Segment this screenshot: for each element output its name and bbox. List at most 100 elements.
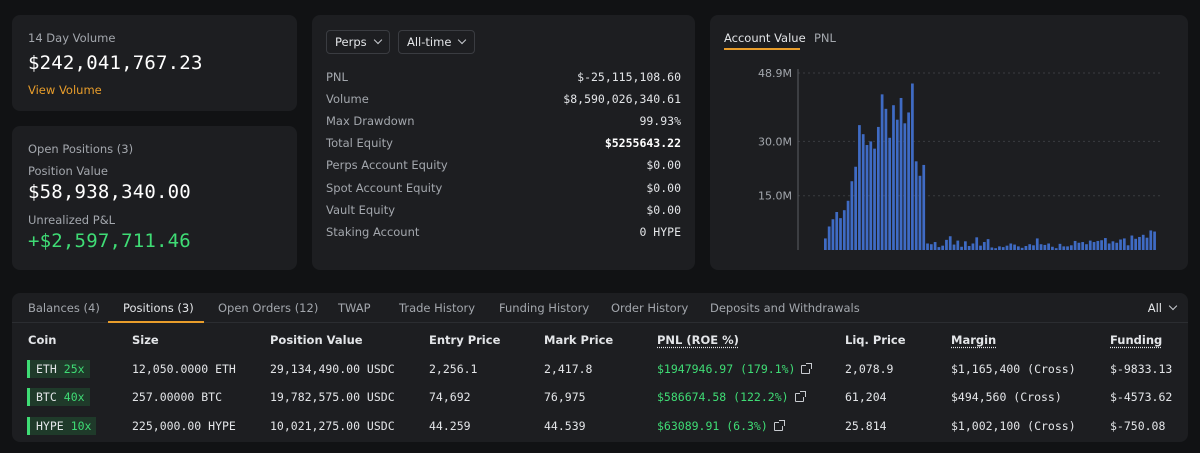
size-cell: 257.00000 BTC	[132, 390, 223, 404]
chart-bar	[907, 112, 910, 251]
header-liq-price[interactable]: Liq. Price	[845, 333, 906, 347]
pnl-value: $1947946.97 (179.1%)	[657, 362, 796, 376]
tab-order-history[interactable]: Order History	[611, 301, 689, 315]
chevron-down-icon	[1168, 301, 1178, 311]
table-row: HYPE 10x 225,000.00 HYPE 10,021,275.00 US…	[12, 413, 1188, 441]
chart-bar	[1111, 241, 1115, 250]
tab-deposits-withdrawals[interactable]: Deposits and Withdrawals	[710, 301, 860, 315]
stat-row-total-equity: Total Equity $5255643.22	[326, 136, 681, 150]
coin-badge[interactable]: HYPE 10x	[27, 417, 97, 435]
volume-card: 14 Day Volume $242,041,767.23 View Volum…	[12, 15, 297, 111]
chart-bar	[835, 211, 839, 250]
chart-bar	[986, 239, 990, 250]
tab-balances[interactable]: Balances (4)	[28, 301, 100, 315]
chart-bar	[842, 210, 846, 250]
stats-card: Perps All-time PNL $-25,115,108.60 Volume…	[312, 15, 695, 270]
tab-positions[interactable]: Positions (3)	[123, 301, 194, 315]
table-row: ETH 25x 12,050.0000 ETH 29,134,490.00 USD…	[12, 356, 1188, 384]
filter-dropdown[interactable]: All	[1148, 301, 1178, 315]
chevron-down-icon	[373, 35, 382, 45]
chart-bar	[880, 94, 884, 250]
mark-price-cell: 2,417.8	[544, 362, 593, 376]
chart-bar	[1054, 248, 1058, 250]
margin-cell: $1,002,100 (Cross)	[951, 419, 1076, 433]
chart-bar	[1016, 246, 1020, 250]
stat-value: $8,590,026,340.61	[563, 92, 681, 106]
chart-bar	[926, 243, 929, 250]
leverage: 40x	[63, 390, 85, 404]
external-link-icon[interactable]	[794, 391, 806, 402]
chart-bar	[1043, 244, 1047, 250]
chart-bar	[850, 181, 854, 250]
chart-bar	[1122, 238, 1126, 250]
chart-bar	[914, 161, 918, 250]
stat-value: $0.00	[646, 203, 681, 217]
time-range-dropdown-label: All-time	[407, 35, 452, 49]
header-margin[interactable]: Margin	[951, 333, 997, 347]
external-link-icon[interactable]	[773, 420, 785, 431]
stat-row-staking: Staking Account 0 HYPE	[326, 225, 681, 239]
chart-bar	[964, 241, 967, 250]
chart-bar	[869, 141, 873, 250]
chart-bar	[933, 242, 937, 250]
header-coin[interactable]: Coin	[28, 333, 57, 347]
open-positions-card: Open Positions (3) Position Value $58,93…	[12, 126, 297, 270]
size-cell: 12,050.0000 ETH	[132, 362, 236, 376]
chart-bar	[824, 238, 827, 250]
tab-funding-history[interactable]: Funding History	[499, 301, 590, 315]
position-value-label: Position Value	[28, 164, 109, 178]
chart-bar	[1047, 243, 1050, 250]
chart-bar	[888, 137, 892, 250]
chart-bar	[1153, 231, 1156, 250]
chart-bar	[899, 97, 903, 250]
coin-name: BTC	[36, 390, 57, 404]
chart-bar	[918, 175, 922, 250]
chart-bar	[911, 83, 914, 250]
chart-bar	[1035, 238, 1039, 250]
chart-bar	[979, 245, 982, 250]
header-size[interactable]: Size	[132, 333, 159, 347]
coin-name: ETH	[36, 362, 57, 376]
tab-account-value[interactable]: Account Value	[724, 31, 806, 45]
tab-twap[interactable]: TWAP	[338, 301, 371, 315]
chart-bar	[846, 200, 850, 250]
chart-bar	[1134, 238, 1138, 250]
stat-value: $-25,115,108.60	[577, 70, 681, 84]
view-volume-link[interactable]: View Volume	[28, 83, 102, 97]
chart-bar	[1073, 240, 1077, 250]
chart-bar	[945, 239, 948, 250]
chart-bar	[873, 148, 876, 250]
liq-price-cell: 2,078.9	[845, 362, 894, 376]
coin-badge[interactable]: ETH 25x	[27, 360, 90, 378]
market-dropdown[interactable]: Perps	[326, 30, 390, 54]
chart-bar	[1085, 244, 1088, 250]
header-funding[interactable]: Funding	[1110, 333, 1163, 347]
entry-price-cell: 44.259	[429, 419, 471, 433]
chart-bar	[1062, 246, 1066, 250]
stat-value: 99.93%	[639, 114, 681, 128]
chart-bar	[1145, 237, 1149, 250]
coin-badge[interactable]: BTC 40x	[27, 388, 90, 406]
header-entry-price[interactable]: Entry Price	[429, 333, 501, 347]
header-position-value[interactable]: Position Value	[270, 333, 363, 347]
table-tabs: Balances (4) Positions (3) Open Orders (…	[12, 293, 1188, 323]
header-mark-price[interactable]: Mark Price	[544, 333, 614, 347]
open-positions-title: Open Positions (3)	[28, 142, 134, 156]
chart-bar	[1013, 244, 1016, 250]
external-link-icon[interactable]	[801, 363, 813, 374]
chevron-down-icon	[458, 35, 467, 45]
tab-pnl[interactable]: PNL	[814, 31, 836, 45]
stat-value: $5255643.22	[604, 136, 681, 150]
chart-bar	[1020, 247, 1024, 250]
stat-row-volume: Volume $8,590,026,340.61	[326, 92, 681, 106]
chart-bar	[941, 245, 945, 250]
time-range-dropdown[interactable]: All-time	[398, 30, 475, 54]
chart-bar	[1009, 243, 1013, 250]
tab-trade-history[interactable]: Trade History	[399, 301, 476, 315]
tab-open-orders[interactable]: Open Orders (12)	[218, 301, 319, 315]
chart-bar	[1069, 245, 1073, 250]
chart-bar	[967, 246, 971, 250]
chart-bar	[971, 243, 975, 250]
stat-label: Staking Account	[326, 225, 420, 239]
header-pnl-roe[interactable]: PNL (ROE %)	[657, 333, 739, 347]
